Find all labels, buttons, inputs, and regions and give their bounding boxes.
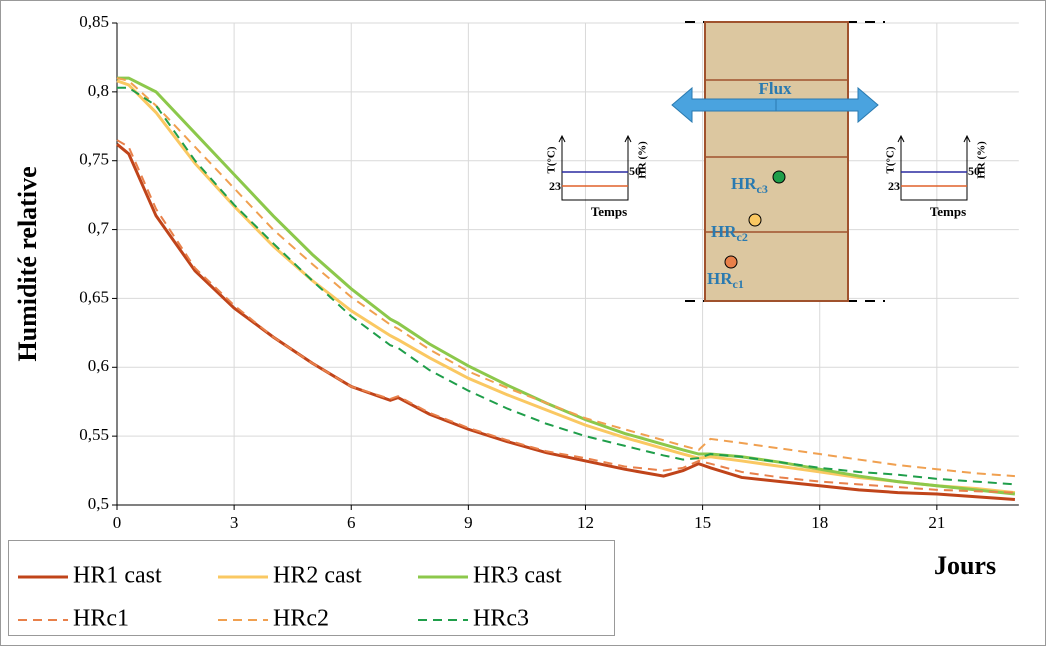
temp-axis-label: T(°C) (546, 146, 558, 173)
y-tick-label: 0,85 (79, 12, 109, 31)
y-tick-label: 0,55 (79, 425, 109, 444)
series-line (116, 139, 1015, 494)
x-axis-title: Jours (934, 551, 996, 580)
temp-axis-label: T(°C) (885, 146, 897, 173)
temp-level-label: 23 (549, 179, 561, 193)
wall (704, 21, 849, 302)
x-tick-label: 18 (811, 513, 828, 532)
y-axis-title: Humidité relative (13, 166, 42, 361)
x-tick-label: 12 (577, 513, 594, 532)
sensor-label: HRc1 (707, 269, 744, 291)
x-tick-label: 15 (694, 513, 711, 532)
y-tick-label: 0,8 (88, 81, 109, 100)
legend-label: HRc2 (273, 606, 329, 632)
sensor-label: HRc2 (711, 222, 748, 244)
inset-diagram: Flux HRc3 HRc2 HRc1 T(°C) HR (%)5023Temps… (546, 21, 988, 302)
x-tick-label: 9 (464, 513, 473, 532)
legend-label: HR3 cast (473, 563, 562, 589)
hr-axis-label: HR (%) (976, 141, 988, 179)
x-tick-label: 3 (230, 513, 239, 532)
mini-axes (561, 136, 629, 201)
x-tick-label: 6 (347, 513, 356, 532)
mini-arrows (897, 134, 971, 143)
sensor (748, 213, 762, 227)
legend-label: HRc1 (73, 606, 129, 632)
series-line (116, 143, 1016, 501)
legend-label: HR1 cast (73, 563, 162, 589)
hr-axis-label: HR (%) (637, 141, 649, 179)
series-line (117, 86, 1015, 486)
hr-level-label: 50 (629, 164, 641, 178)
y-tick-label: 0,75 (79, 150, 109, 169)
flux-label: Flux (758, 79, 792, 98)
series-line (117, 76, 1016, 496)
flux-arrow (671, 86, 879, 124)
mini-axes (900, 136, 968, 201)
legend: HR1 cast HR2 cast HR3 cast HRc1 HRc2 HRc3 (8, 540, 615, 636)
legend-box (8, 540, 615, 636)
temp-level-label: 23 (888, 179, 900, 193)
time-axis-label: Temps (591, 204, 627, 219)
sensor-label: HRc3 (731, 174, 768, 196)
series-line (116, 79, 1016, 495)
x-tick-label: 0 (113, 513, 122, 532)
mini-arrows (558, 134, 632, 143)
legend-label: HRc3 (473, 606, 529, 632)
time-axis-label: Temps (930, 204, 966, 219)
y-tick-label: 0,5 (88, 494, 109, 513)
hr-level-label: 50 (968, 164, 980, 178)
x-tick-label: 21 (928, 513, 945, 532)
sensor (772, 170, 786, 184)
legend-label: HR2 cast (273, 563, 362, 589)
y-tick-label: 0,65 (79, 287, 109, 306)
y-tick-label: 0,7 (88, 218, 110, 237)
sensor (724, 255, 738, 269)
y-tick-label: 0,6 (88, 356, 109, 375)
